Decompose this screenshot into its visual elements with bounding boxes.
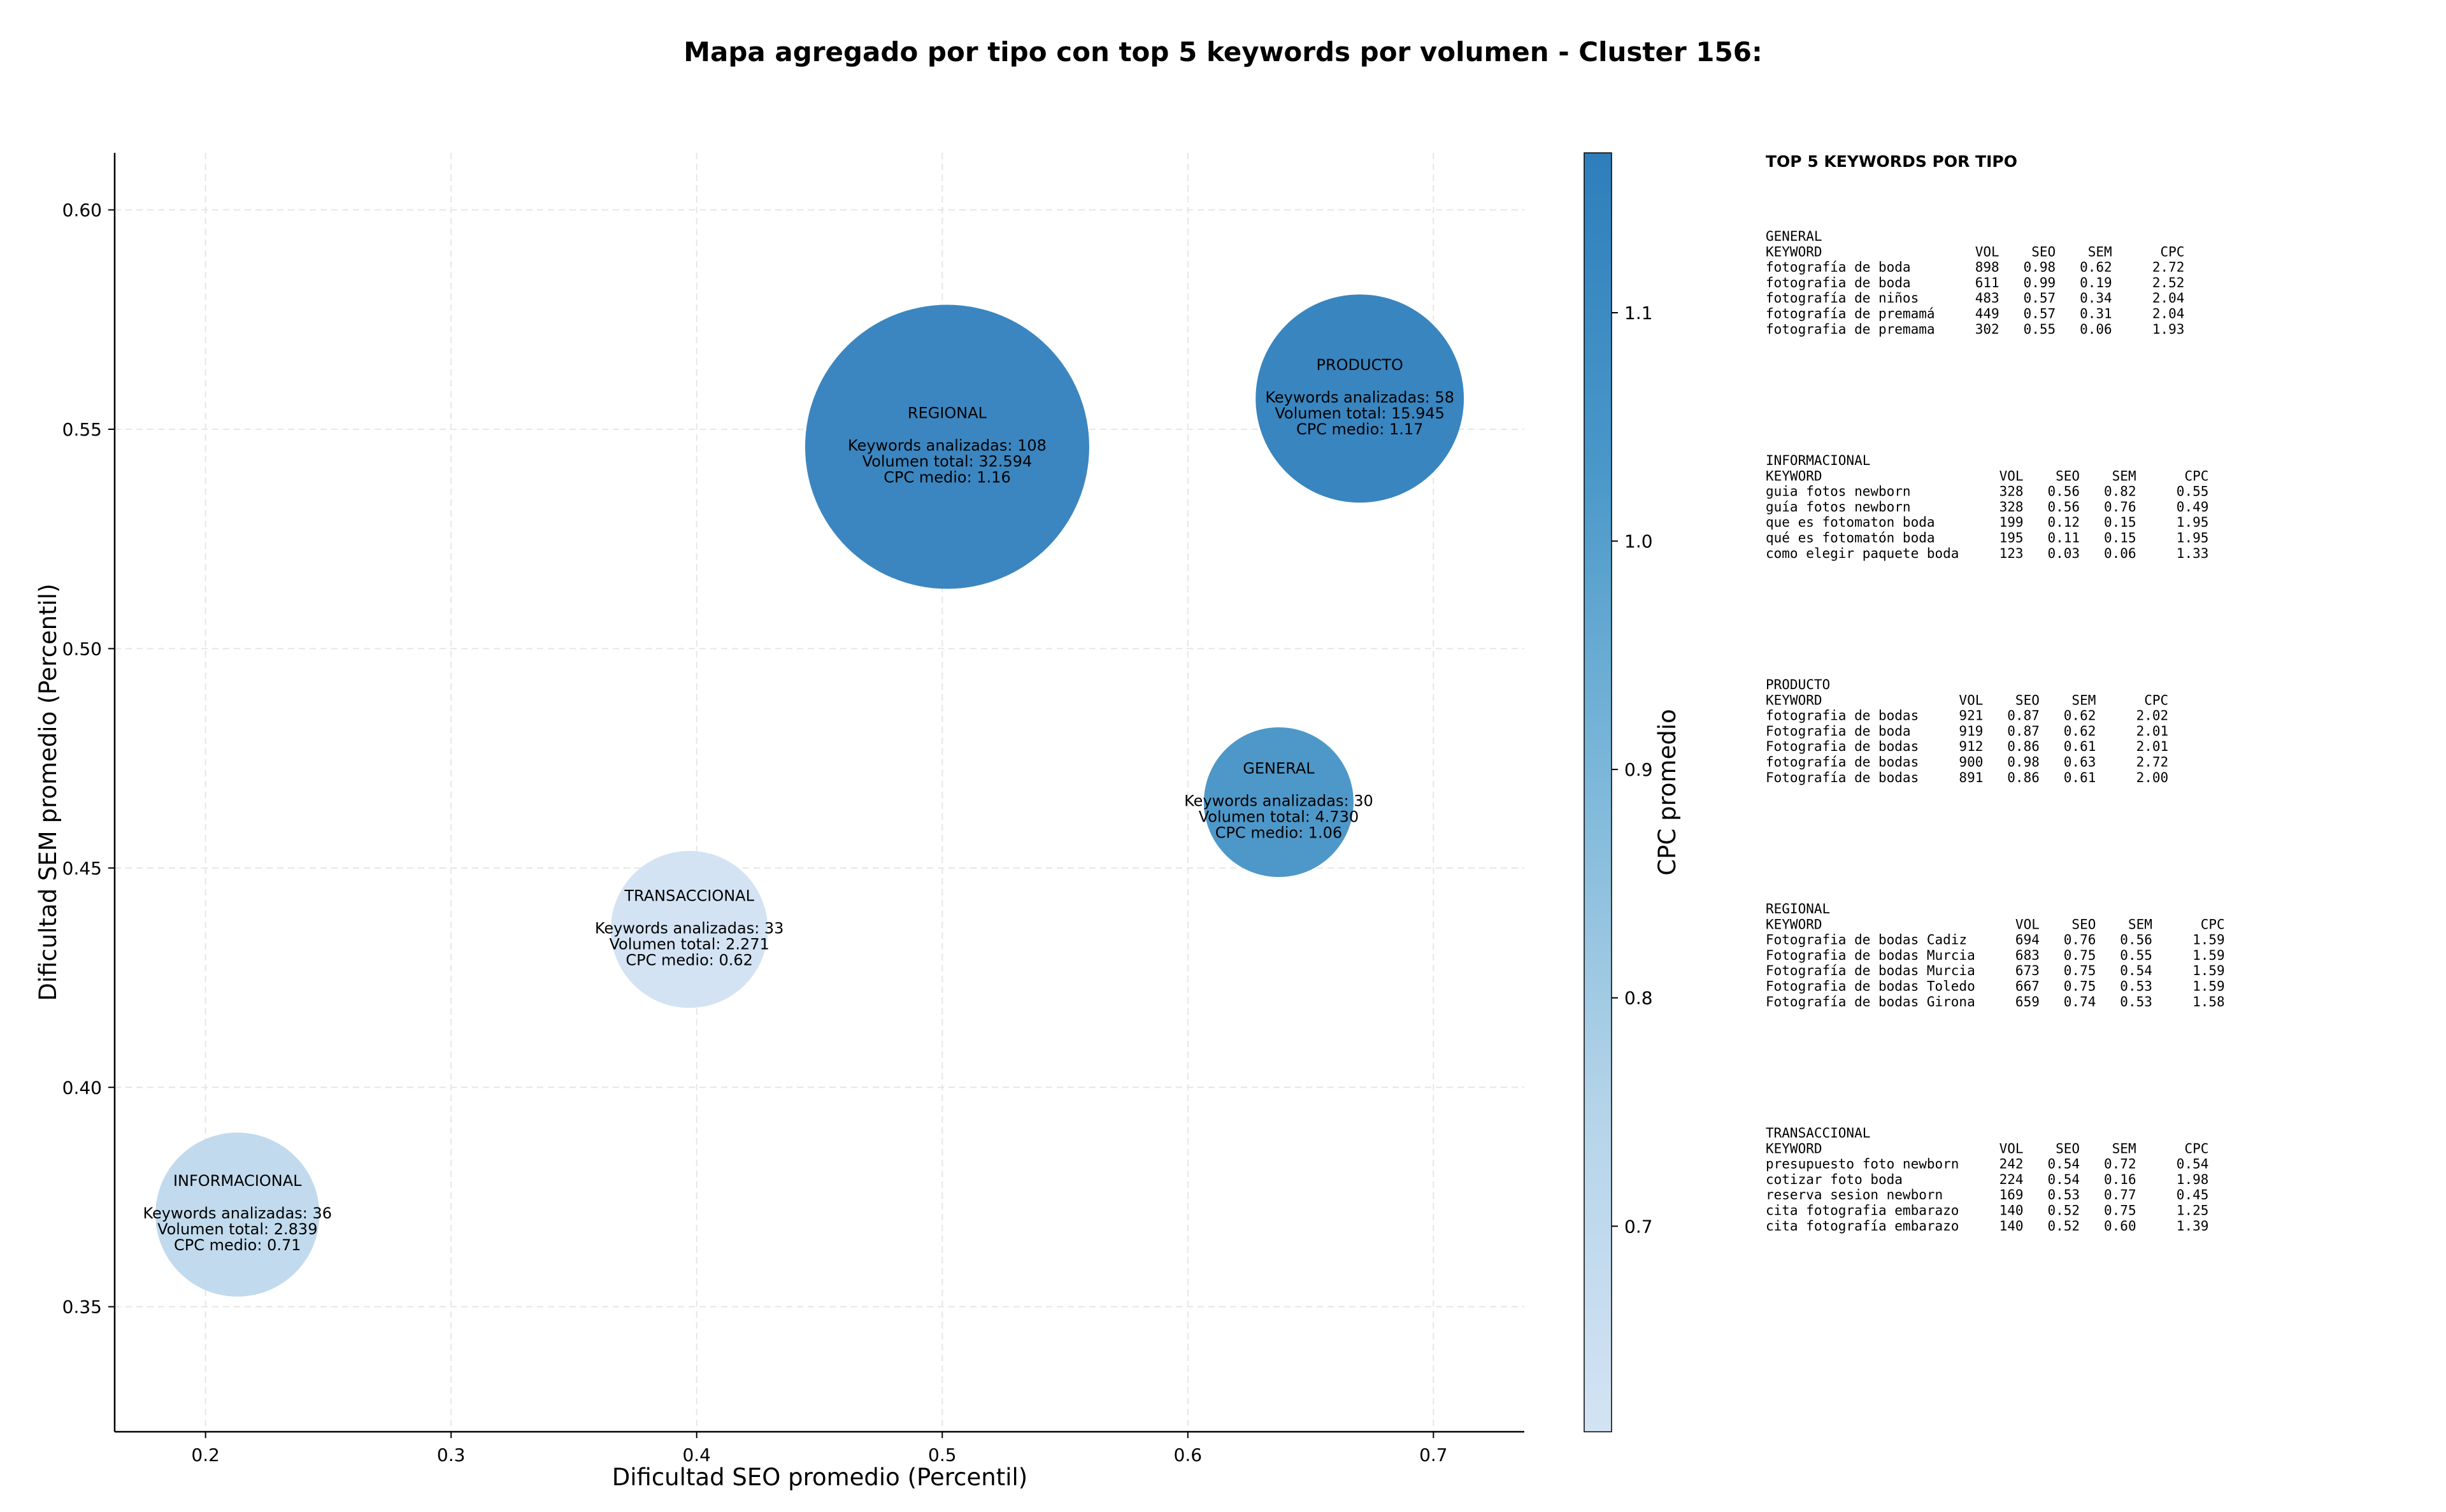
table-row: Fotografia de bodas 912 0.86 0.61 2.01 (1766, 739, 2168, 754)
axes (113, 153, 1524, 1433)
y-tick-label: 0.35 (62, 1297, 102, 1318)
table-row: Fotografía de bodas Girona 659 0.74 0.53… (1766, 994, 2225, 1009)
y-tick-label: 0.60 (62, 200, 102, 221)
table-header: KEYWORD VOL SEO SEM CPC (1766, 916, 2225, 932)
bubble-stat: Keywords analizadas: 58 (1265, 389, 1454, 406)
bubble-stat: CPC medio: 1.17 (1296, 420, 1424, 438)
x-ticks: 0.2 0.3 0.4 0.5 0.6 0.7 (191, 1432, 1448, 1466)
table-header: KEYWORD VOL SEO SEM CPC (1766, 244, 2184, 259)
colorbar-tick-label: 0.9 (1624, 759, 1653, 780)
table-row: Fotografia de boda 919 0.87 0.62 2.01 (1766, 724, 2168, 739)
table-row: fotografia de bodas 921 0.87 0.62 2.02 (1766, 708, 2168, 724)
colorbar (1584, 152, 1612, 1432)
table-row: cotizar foto boda 224 0.54 0.16 1.98 (1766, 1172, 2208, 1187)
x-tick-label: 0.7 (1419, 1444, 1448, 1466)
bubble-general (1203, 727, 1354, 878)
table-group-title: TRANSACCIONAL (1766, 1125, 1870, 1141)
bubble-stat: CPC medio: 1.06 (1215, 824, 1343, 841)
panel-heading: TOP 5 KEYWORDS POR TIPO (1766, 152, 2017, 171)
bubble-stat: Volumen total: 4.730 (1199, 808, 1359, 825)
bubble-stat: Volumen total: 32.594 (862, 453, 1033, 471)
y-ticks: 0.35 0.40 0.45 0.50 0.55 0.60 (62, 200, 115, 1318)
table-row: Fotografia de bodas Toledo 667 0.75 0.53… (1766, 979, 2225, 994)
colorbar-tick-label: 1.1 (1624, 303, 1653, 324)
table-group-title: GENERAL (1766, 229, 1822, 244)
table-header: KEYWORD VOL SEO SEM CPC (1766, 1141, 2208, 1156)
table-row: reserva sesion newborn 169 0.53 0.77 0.4… (1766, 1187, 2208, 1202)
bubble-stat: Keywords analizadas: 33 (595, 919, 784, 937)
table-row: fotografía de premamá 449 0.57 0.31 2.04 (1766, 306, 2184, 322)
bubble-stat: Volumen total: 15.945 (1275, 404, 1445, 422)
table-row: cita fotografía embarazo 140 0.52 0.60 1… (1766, 1218, 2208, 1234)
colorbar-tick-label: 0.8 (1624, 988, 1653, 1009)
table-group-title: PRODUCTO (1766, 677, 1830, 692)
y-axis-label: Dificultad SEM promedio (Percentil) (34, 583, 62, 1001)
colorbar-label: CPC promedio (1654, 709, 1681, 875)
table-group-title: INFORMACIONAL (1766, 453, 1870, 468)
bubble-stat: CPC medio: 0.71 (174, 1236, 301, 1254)
table-row: que es fotomaton boda 199 0.12 0.15 1.95 (1766, 515, 2208, 530)
bubble-producto (1255, 294, 1464, 503)
table-row: Fotografía de bodas 891 0.86 0.61 2.00 (1766, 770, 2168, 785)
bubble-stat: CPC medio: 1.16 (883, 469, 1011, 487)
chart-title: Mapa agregado por tipo con top 5 keyword… (683, 36, 1763, 68)
x-tick-label: 0.3 (437, 1444, 466, 1466)
colorbar-ticks: 0.7 0.8 0.9 1.0 1.1 (1612, 303, 1653, 1237)
table-row: guía fotos newborn 328 0.56 0.76 0.49 (1766, 499, 2208, 515)
table-row: Fotografia de bodas Cadiz 694 0.76 0.56 … (1766, 932, 2225, 948)
table-group-title: REGIONAL (1766, 901, 1830, 916)
table-row: como elegir paquete boda 123 0.03 0.06 1… (1766, 546, 2208, 561)
table-row: fotografía de niños 483 0.57 0.34 2.04 (1766, 290, 2184, 306)
x-axis-label: Dificultad SEO promedio (Percentil) (612, 1464, 1027, 1491)
bubble-label: REGIONAL (908, 404, 987, 422)
bubble-regional (805, 304, 1089, 589)
x-tick-label: 0.6 (1174, 1444, 1203, 1466)
y-tick-label: 0.45 (62, 858, 102, 879)
table-row: Fotografia de bodas Murcia 683 0.75 0.55… (1766, 948, 2225, 963)
bubble-stat: Keywords analizadas: 30 (1184, 792, 1373, 809)
bubble-label: GENERAL (1243, 759, 1315, 777)
x-tick-label: 0.5 (928, 1444, 957, 1466)
bubble-stat: Keywords analizadas: 36 (143, 1204, 332, 1222)
bubble-label: PRODUCTO (1316, 356, 1403, 374)
bubble-label: TRANSACCIONAL (624, 887, 754, 904)
bubble-stat: CPC medio: 0.62 (626, 951, 753, 969)
x-tick-label: 0.4 (682, 1444, 711, 1466)
bubble-stat: Volumen total: 2.271 (609, 935, 769, 953)
bubble-label: INFORMACIONAL (173, 1172, 302, 1190)
y-tick-label: 0.50 (62, 638, 102, 659)
table-row: cita fotografia embarazo 140 0.52 0.75 1… (1766, 1203, 2208, 1218)
table-header: KEYWORD VOL SEO SEM CPC (1766, 468, 2208, 483)
grid (115, 153, 1524, 1432)
table-header: KEYWORD VOL SEO SEM CPC (1766, 692, 2168, 708)
colorbar-tick-label: 1.0 (1624, 531, 1653, 552)
y-tick-label: 0.40 (62, 1077, 102, 1098)
table-row: guia fotos newborn 328 0.56 0.82 0.55 (1766, 484, 2208, 499)
bubble-transaccional (610, 850, 768, 1008)
x-tick-label: 0.2 (191, 1444, 220, 1466)
table-row: presupuesto foto newborn 242 0.54 0.72 0… (1766, 1157, 2208, 1172)
table-row: Fotografía de bodas Murcia 673 0.75 0.54… (1766, 963, 2225, 978)
table-row: fotografía de bodas 900 0.98 0.63 2.72 (1766, 755, 2168, 770)
bubble-stat: Keywords analizadas: 108 (848, 437, 1047, 455)
table-row: fotografía de boda 898 0.98 0.62 2.72 (1766, 260, 2184, 275)
colorbar-tick-label: 0.7 (1624, 1216, 1653, 1237)
bubble-stat: Volumen total: 2.839 (157, 1220, 317, 1238)
table-row: fotografia de premama 302 0.55 0.06 1.93 (1766, 322, 2184, 337)
y-tick-label: 0.55 (62, 419, 102, 440)
table-row: fotografia de boda 611 0.99 0.19 2.52 (1766, 275, 2184, 290)
table-row: qué es fotomatón boda 195 0.11 0.15 1.95 (1766, 531, 2208, 546)
bubble-informacional (155, 1132, 320, 1297)
